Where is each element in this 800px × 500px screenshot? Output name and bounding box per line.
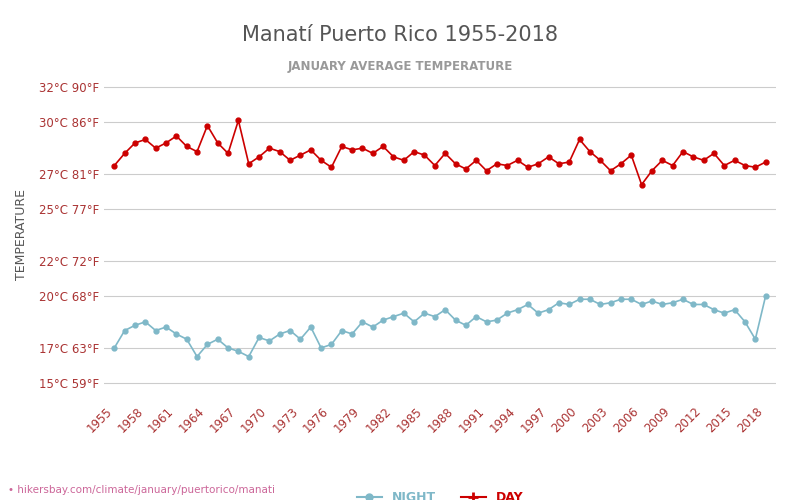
Text: Manatí Puerto Rico 1955-2018: Manatí Puerto Rico 1955-2018 (242, 25, 558, 45)
Text: • hikersbay.com/climate/january/puertorico/manati: • hikersbay.com/climate/january/puertori… (8, 485, 275, 495)
Legend: NIGHT, DAY: NIGHT, DAY (352, 486, 528, 500)
Y-axis label: TEMPERATURE: TEMPERATURE (14, 190, 28, 280)
Text: JANUARY AVERAGE TEMPERATURE: JANUARY AVERAGE TEMPERATURE (287, 60, 513, 73)
